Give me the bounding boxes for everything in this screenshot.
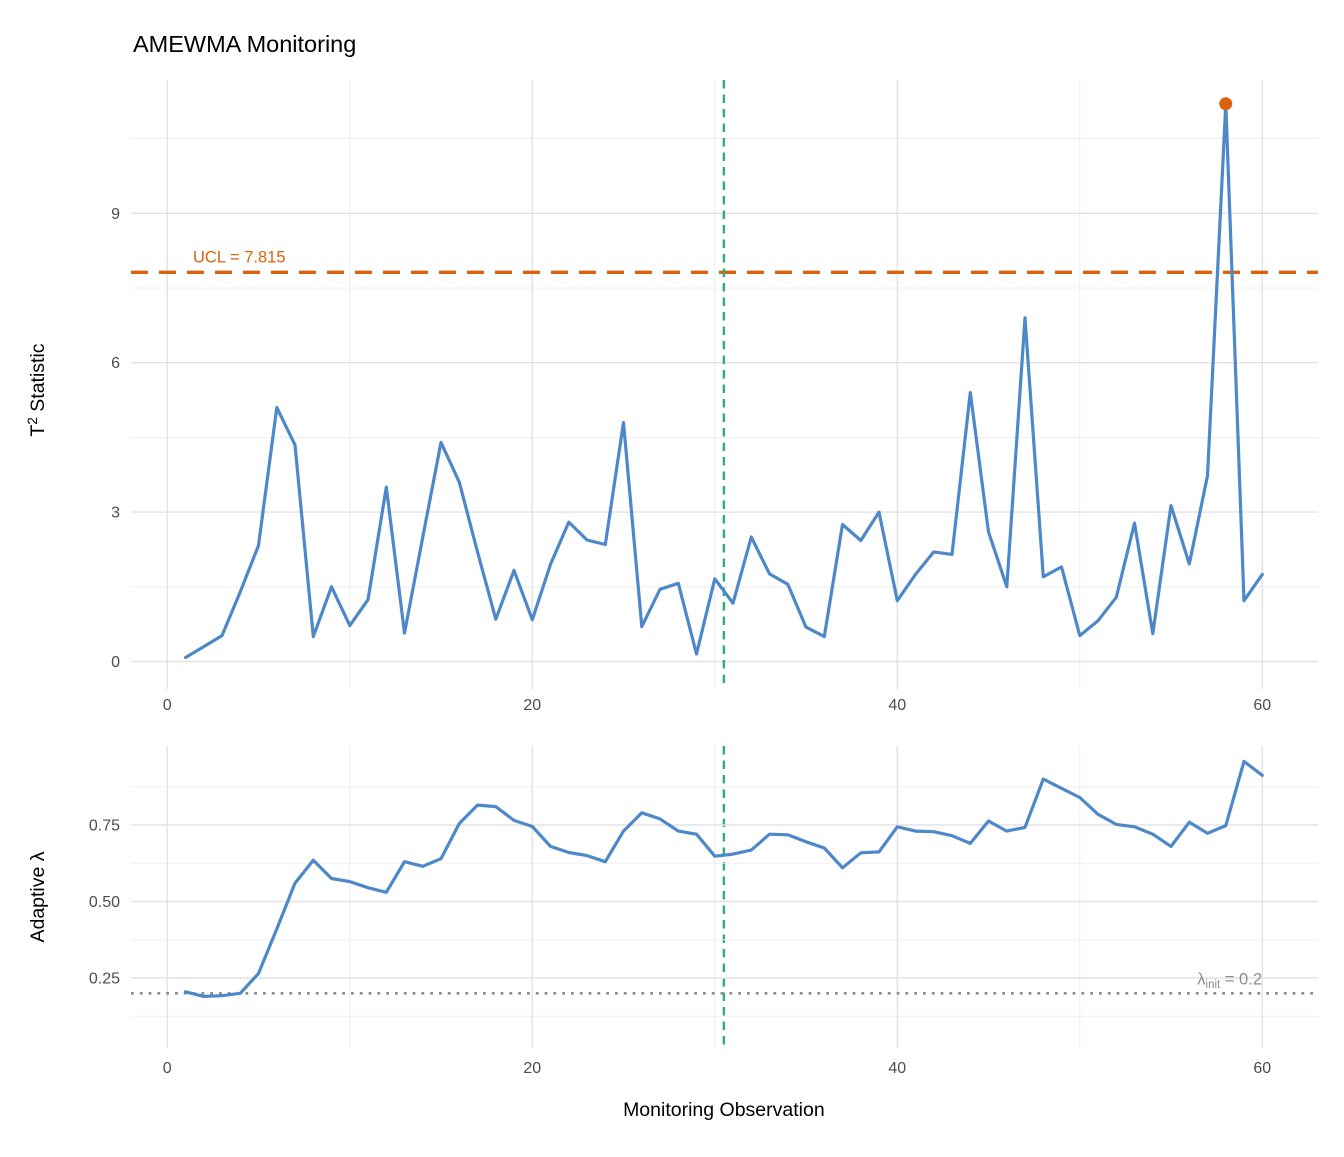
chart-title: AMEWMA Monitoring [133,31,356,57]
x-tick-label: 20 [523,697,541,714]
axis-labels-bottom: 0.25 0.50 0.75 0 20 40 60 [89,818,1271,1078]
y-tick-label: 0 [111,654,120,671]
grid-bottom [131,746,1318,1048]
x-tick-label: 0 [163,1060,172,1077]
axis-labels-top: 0 3 6 9 0 20 40 60 [111,206,1271,714]
x-tick-label: 60 [1253,1060,1271,1077]
y-tick-label: 9 [111,206,120,223]
grid-top [131,80,1318,689]
ucl-label: UCL = 7.815 [193,248,286,266]
bottom-y-axis-title: Adaptive λ [27,851,49,942]
y-tick-label: 0.75 [89,818,120,835]
x-tick-label: 20 [523,1060,541,1077]
top-y-axis-title: T2 Statistic [25,343,49,436]
lambda-series-line [183,759,1264,999]
signal-point [1219,97,1233,111]
x-tick-label: 40 [888,1060,906,1077]
x-tick-label: 0 [163,697,172,714]
t2-series-line [183,102,1264,660]
x-tick-label: 60 [1253,697,1271,714]
y-tick-label: 6 [111,355,120,372]
y-tick-label: 3 [111,505,120,522]
lambda-init-label: λinit = 0.2 [1197,970,1262,991]
y-tick-label: 0.50 [89,894,120,911]
y-tick-label: 0.25 [89,971,120,988]
x-axis-title: Monitoring Observation [623,1099,825,1121]
x-tick-label: 40 [888,697,906,714]
